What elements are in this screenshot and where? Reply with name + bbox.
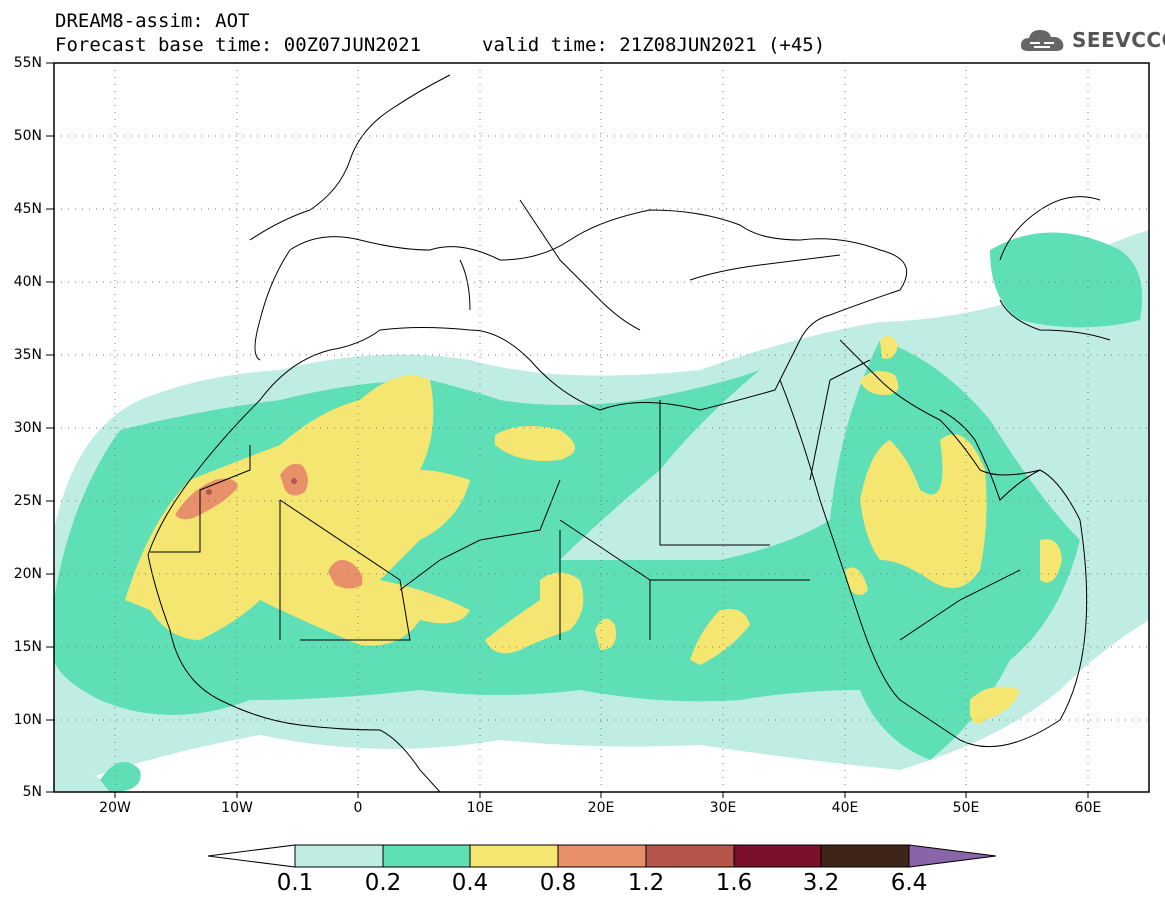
aot-zone-1.2 xyxy=(206,489,212,495)
lon-label: 40E xyxy=(831,800,859,816)
colorbar-cell-0.4 xyxy=(469,844,559,868)
coastline-caspian xyxy=(999,196,1111,341)
forecast-base-time: Forecast base time: 00Z07JUN2021 xyxy=(55,34,422,56)
cloud-icon xyxy=(1020,30,1064,51)
lat-label: 25N xyxy=(13,493,42,509)
lon-label: 20E xyxy=(587,800,615,816)
coastline-red-sea xyxy=(779,339,1088,748)
colorbar-label: 0.2 xyxy=(364,870,402,896)
lon-label: 0 xyxy=(353,800,363,816)
coastline-arabia-east xyxy=(939,409,1041,501)
lat-label: 35N xyxy=(13,347,42,363)
lat-label: 15N xyxy=(13,639,42,655)
map-title: DREAM8-assim: AOT xyxy=(55,10,250,32)
colorbar-label: 1.2 xyxy=(627,870,665,896)
seevccc-logo: SEEVCCC xyxy=(1018,24,1165,56)
colorbar-label: 0.4 xyxy=(451,870,489,896)
lon-label: 60E xyxy=(1074,800,1102,816)
lat-label: 55N xyxy=(13,55,42,71)
colorbar-cell-1.2 xyxy=(645,844,735,868)
lat-label: 5N xyxy=(22,784,42,800)
lon-label: 10E xyxy=(466,800,494,816)
coastline-west-africa xyxy=(147,209,908,556)
colorbar-label: 1.6 xyxy=(715,870,753,896)
lon-label: 50E xyxy=(952,800,980,816)
lat-label: 10N xyxy=(13,712,42,728)
colorbar-cell-0.8 xyxy=(557,844,647,868)
aot-zone-0.4 xyxy=(125,375,470,646)
lat-label: 20N xyxy=(13,566,42,582)
axis-ticks xyxy=(46,62,1089,798)
lat-label: 40N xyxy=(13,274,42,290)
coastline-sahel xyxy=(147,554,441,792)
colorbar-label: 6.4 xyxy=(890,870,928,896)
lon-label: 20W xyxy=(99,800,131,816)
logo-text: SEEVCCC xyxy=(1072,28,1165,52)
lat-lon-grid xyxy=(54,63,1149,792)
colorbar-cell-0.2 xyxy=(382,844,471,868)
lat-label: 45N xyxy=(13,201,42,217)
lat-label: 50N xyxy=(13,128,42,144)
colorbar-label: 0.8 xyxy=(539,870,577,896)
valid-time: valid time: 21Z08JUN2021 (+45) xyxy=(482,34,826,56)
colorbar-cell-0.1 xyxy=(294,844,384,868)
colorbar-label: 3.2 xyxy=(802,870,840,896)
colorbar xyxy=(207,844,997,868)
colorbar-cell-over xyxy=(908,844,997,868)
lat-label: 30N xyxy=(13,420,42,436)
lon-label: 10W xyxy=(221,800,253,816)
colorbar-cell-1.6 xyxy=(733,844,822,868)
colorbar-cell-under xyxy=(207,844,296,868)
colorbar-cell-3.2 xyxy=(820,844,910,868)
colorbar-label: 0.1 xyxy=(276,870,314,896)
aot-zone-0.8 xyxy=(175,478,238,520)
lon-label: 30E xyxy=(709,800,737,816)
